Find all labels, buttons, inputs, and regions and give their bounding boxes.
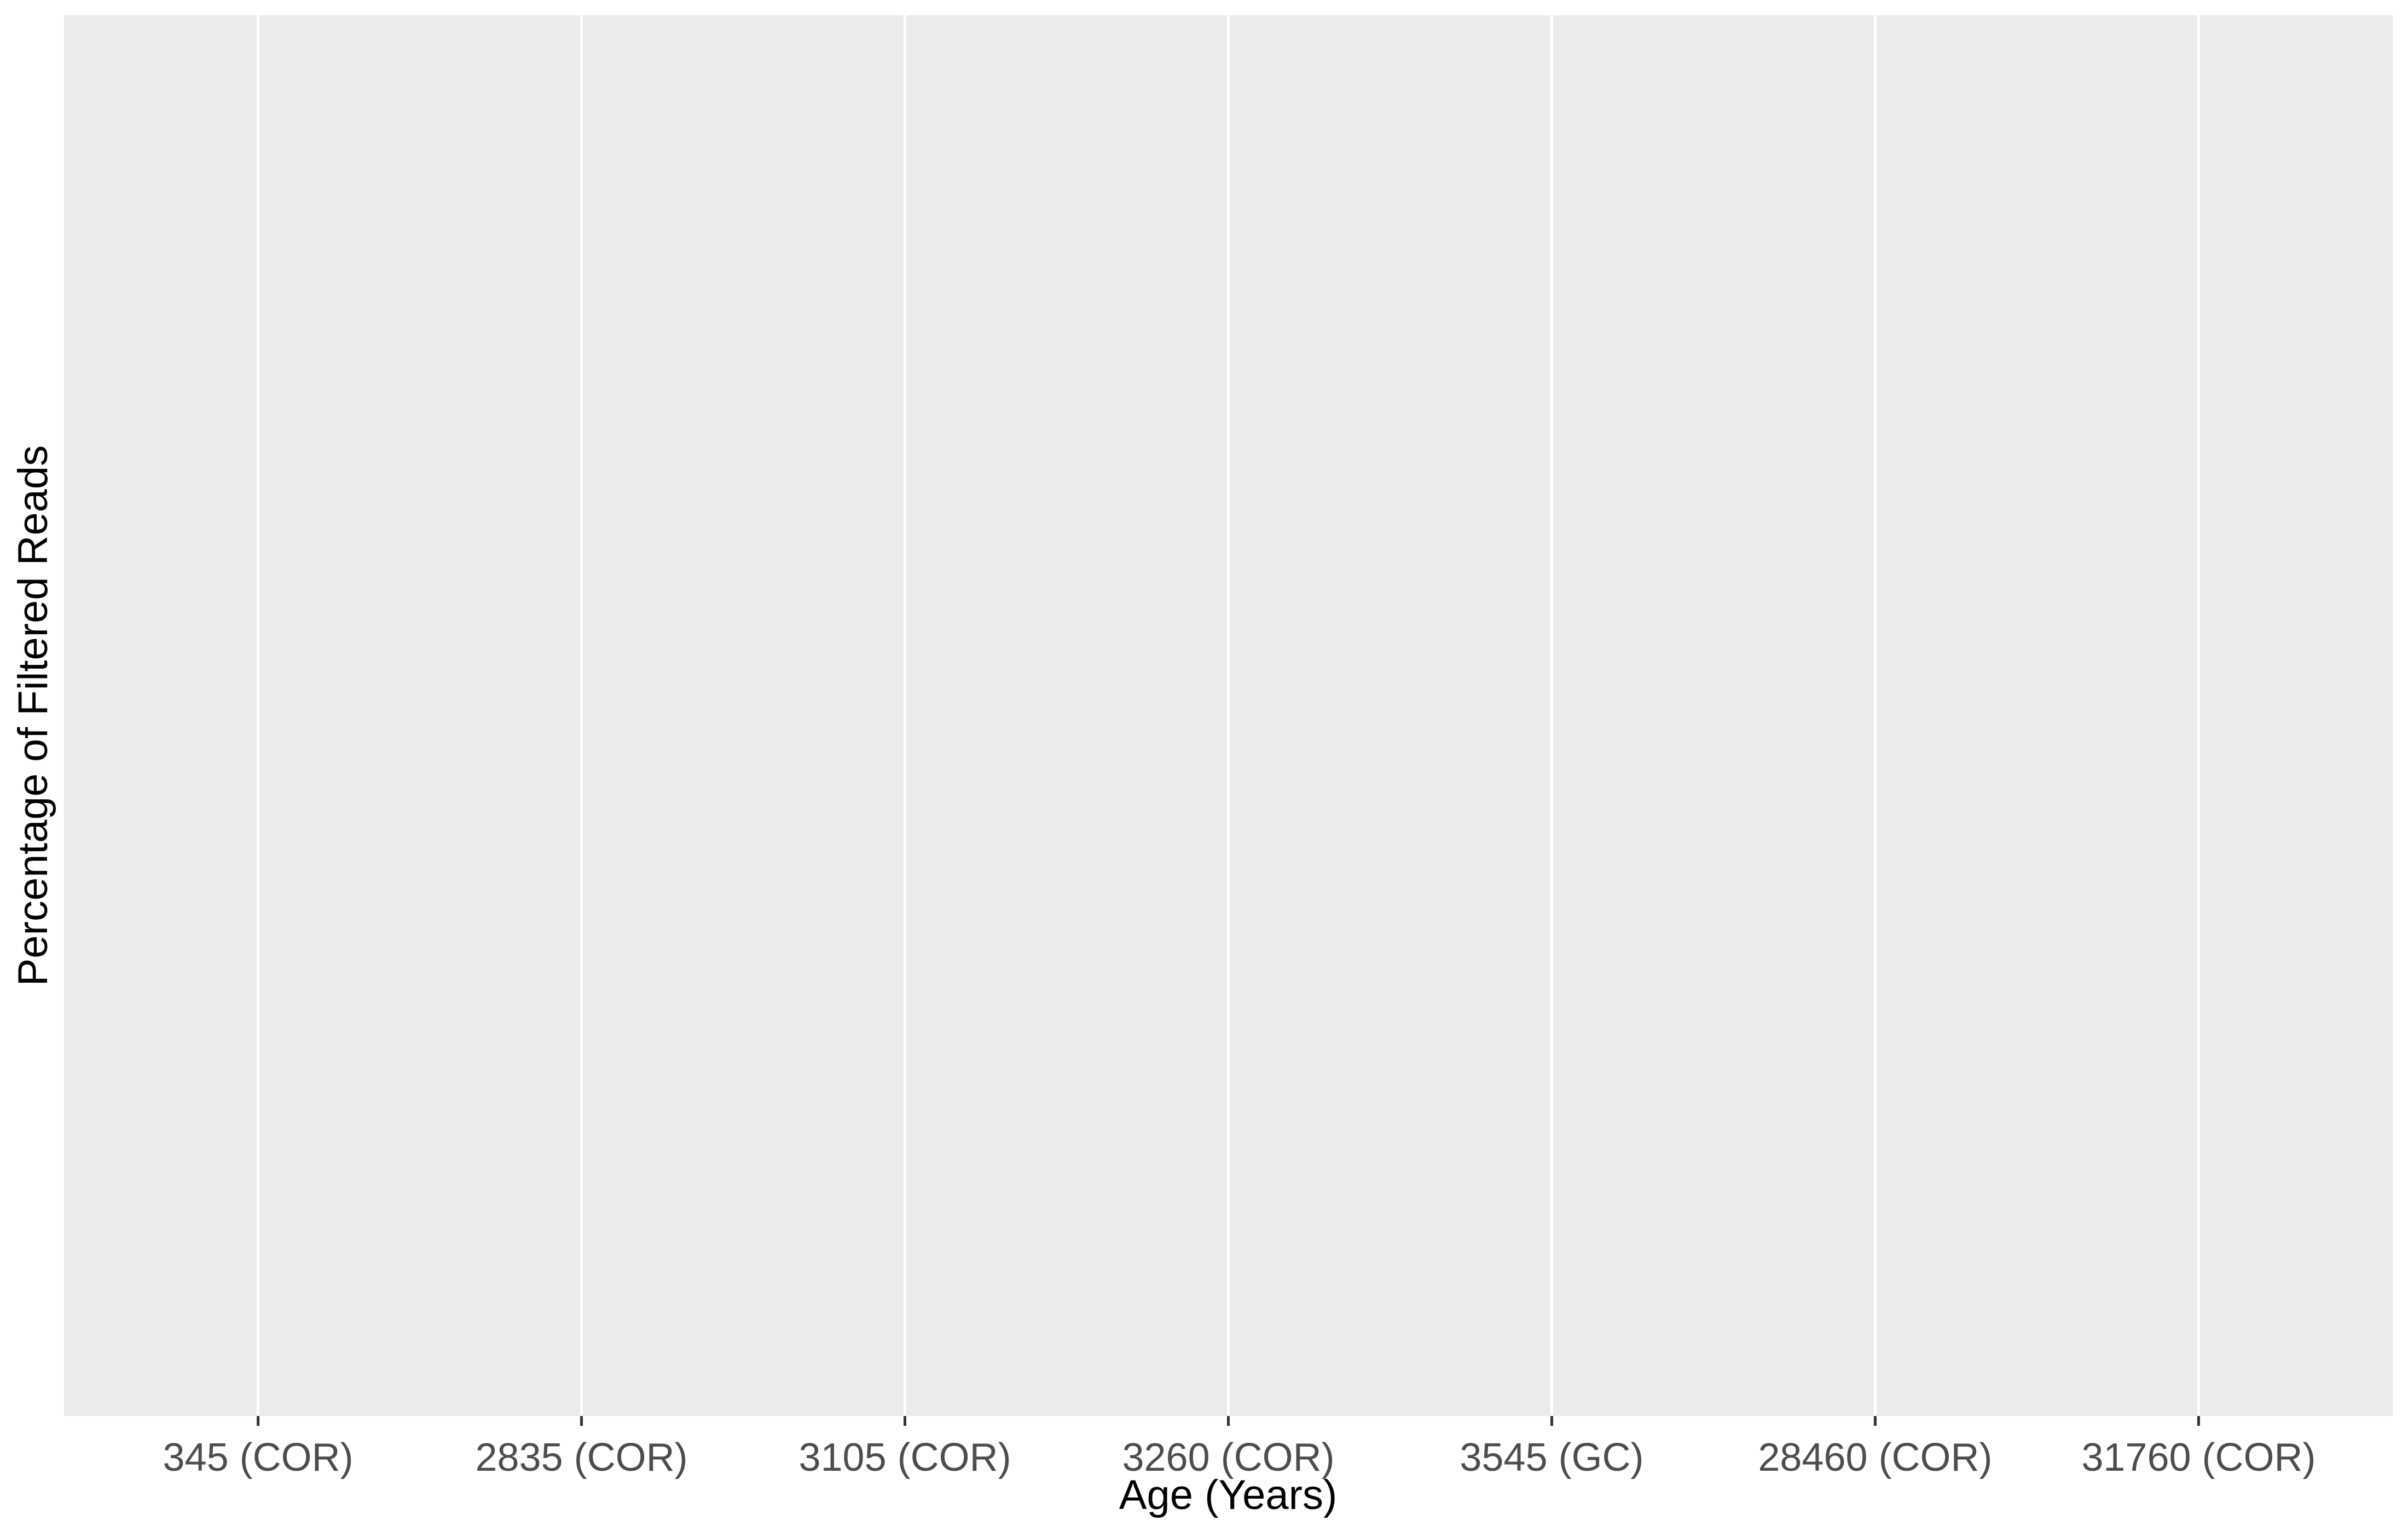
x-tick-label: 3260 (COR) (1122, 1436, 1334, 1479)
x-axis-title: Age (Years) (1119, 1472, 1338, 1518)
x-axis-tick-labels: 345 (COR) 2835 (COR) 3105 (COR) 3260 (COR) 3… (163, 1436, 2316, 1479)
x-tick-label: 28460 (COR) (1758, 1436, 1992, 1479)
x-tick-label: 345 (COR) (163, 1436, 354, 1479)
x-tick-label: 3545 (GC) (1460, 1436, 1643, 1479)
gridlines (257, 15, 2200, 1416)
x-axis-ticks (257, 1416, 2200, 1426)
y-axis-title: Percentage of Filtered Reads (10, 445, 56, 986)
x-tick-label: 2835 (COR) (475, 1436, 687, 1479)
x-tick-label: 31760 (COR) (2081, 1436, 2316, 1479)
x-tick-label: 3105 (COR) (798, 1436, 1011, 1479)
